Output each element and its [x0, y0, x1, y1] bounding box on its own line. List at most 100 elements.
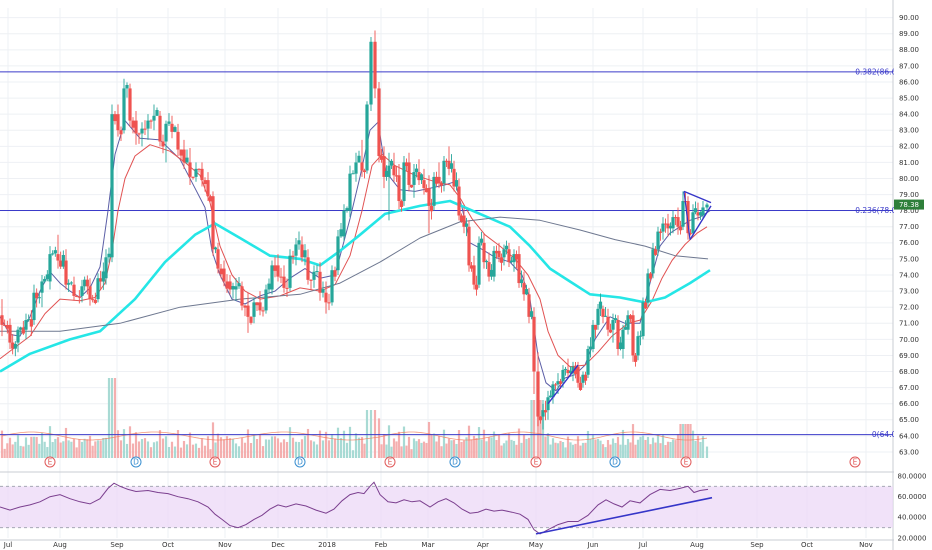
earnings-marker-icon[interactable]: E — [849, 456, 861, 468]
candle-body — [434, 176, 439, 184]
candle — [658, 228, 663, 241]
volume-bar — [410, 449, 413, 458]
candle — [188, 147, 192, 185]
candle-body — [56, 254, 60, 261]
dividend-marker-icon[interactable]: D — [609, 456, 621, 468]
candle — [407, 152, 411, 192]
candle-body — [397, 175, 401, 202]
candle — [312, 265, 316, 288]
candle-body — [643, 302, 648, 309]
y-tick-label: 67.00 — [899, 384, 919, 392]
volume-bar — [604, 447, 607, 458]
candle-body — [444, 160, 449, 162]
volume-bar — [197, 447, 201, 458]
volume-bar — [676, 434, 680, 458]
volume-bar — [387, 425, 391, 458]
volume-bar — [611, 438, 615, 458]
volume-bar — [0, 430, 4, 458]
triangle-lower-line[interactable] — [689, 205, 712, 240]
dividend-marker-icon[interactable]: D — [130, 456, 142, 468]
volume-bar — [48, 426, 52, 458]
candle-body — [671, 217, 675, 229]
candle-body — [693, 208, 698, 213]
candle — [603, 307, 608, 318]
volume-bar — [505, 440, 508, 458]
candle-body — [354, 162, 358, 174]
volume-bar — [86, 439, 89, 458]
earnings-marker-icon[interactable]: E — [680, 456, 692, 468]
earnings-marker-icon[interactable]: E — [209, 456, 221, 468]
candle-body — [45, 274, 49, 279]
fib-level-label: 0(64.08) — [872, 430, 904, 439]
volume-bar — [420, 442, 423, 458]
candle — [588, 337, 593, 358]
y-tick-label: 72.00 — [899, 304, 919, 312]
triangle-upper-line[interactable] — [683, 190, 712, 204]
volume-bar — [119, 440, 123, 458]
candle-body — [291, 255, 295, 257]
volume-bar — [661, 434, 665, 458]
dividend-marker-icon[interactable]: D — [449, 456, 461, 468]
volume-bar — [556, 443, 560, 458]
candle-body — [315, 271, 319, 273]
candle-body — [611, 320, 615, 330]
volume-bar — [75, 447, 78, 458]
candle-body — [119, 130, 123, 135]
volume-bar — [30, 436, 33, 458]
volume-bar — [591, 434, 595, 458]
price-axis-bg — [894, 0, 932, 550]
volume-bar — [517, 428, 521, 458]
candle-body — [673, 217, 678, 219]
candle — [11, 334, 15, 355]
volume-bar — [669, 442, 672, 458]
candle-body — [29, 319, 33, 327]
rsi-trendline[interactable] — [535, 496, 713, 535]
candle — [514, 250, 519, 269]
volume-bar — [258, 434, 262, 458]
volume-bar — [686, 424, 690, 458]
volume-bar — [681, 424, 685, 458]
triangle-side-line[interactable] — [683, 191, 691, 240]
candle — [318, 262, 322, 301]
volume-bar — [137, 441, 141, 458]
y-tick-label: 85.00 — [899, 94, 919, 102]
volume-bar — [527, 437, 531, 458]
candle-body — [69, 282, 73, 284]
dividend-marker-icon[interactable]: D — [294, 456, 306, 468]
candle — [67, 279, 71, 292]
candle-body — [134, 120, 138, 134]
earnings-marker-icon[interactable]: E — [384, 456, 396, 468]
candle-body — [454, 180, 459, 187]
trendline-may[interactable] — [547, 364, 579, 405]
volume-bar — [264, 439, 268, 458]
volume-bar — [131, 443, 135, 458]
x-tick-label: Nov — [218, 541, 232, 549]
candle-body — [170, 123, 174, 132]
fib-levels[interactable]: 0.382(86.63) 0.236(78.01) 0(64.08) — [0, 67, 904, 439]
volume-bar — [405, 445, 408, 458]
earnings-marker-icon[interactable]: E — [44, 456, 56, 468]
volume-bar — [412, 438, 416, 458]
candle-body — [621, 329, 625, 350]
volume-bar — [128, 426, 132, 458]
candle — [538, 416, 543, 424]
volume-bar — [482, 429, 486, 458]
volume-bar — [324, 431, 328, 458]
volume-bar — [525, 438, 528, 458]
volume-bar — [173, 446, 177, 458]
volume-bar — [188, 432, 192, 458]
volume-bar — [442, 429, 446, 458]
candle-body — [387, 165, 391, 177]
candle-body — [439, 183, 444, 186]
candle — [51, 250, 55, 256]
candle-body — [681, 201, 685, 227]
y-tick-label: 68.00 — [899, 368, 919, 376]
trend-drawings[interactable] — [547, 190, 712, 405]
x-tick-label: Aug — [53, 541, 67, 549]
candle-body — [13, 343, 17, 349]
volume-bar — [348, 426, 352, 458]
earnings-marker-icon[interactable]: E — [530, 456, 542, 468]
candle-body — [228, 281, 232, 290]
